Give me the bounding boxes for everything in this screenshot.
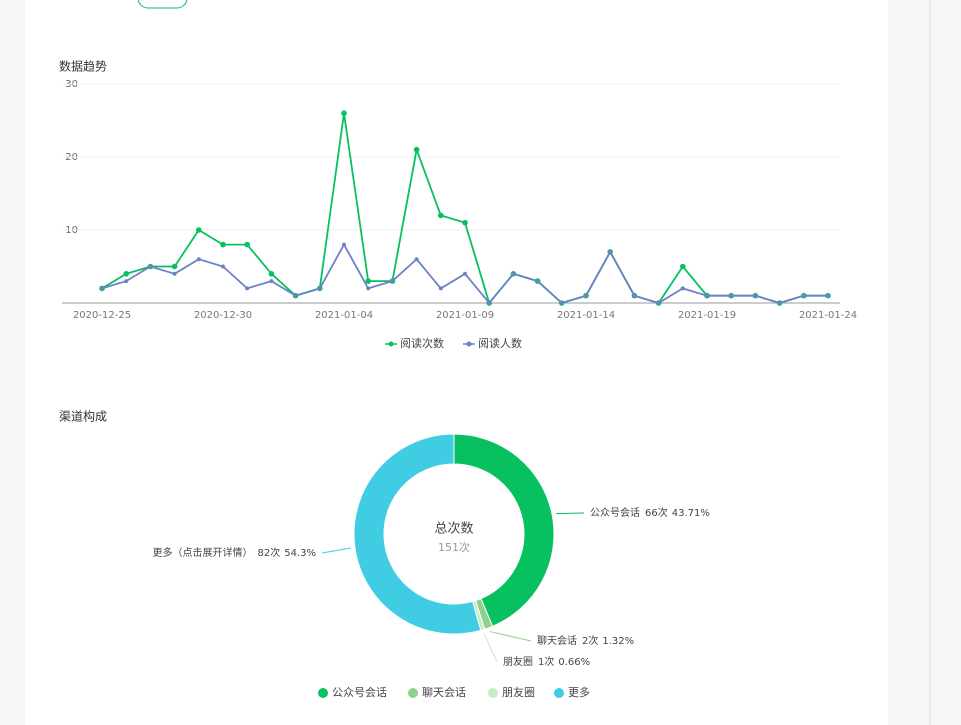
point <box>123 271 129 277</box>
slice-name: 朋友圈 <box>503 655 533 668</box>
point <box>705 293 709 298</box>
x-tick-label: 2020-12-25 <box>73 310 131 321</box>
legend-dot <box>488 688 498 698</box>
point <box>413 146 420 153</box>
slice-percent: 43.71% <box>672 508 710 519</box>
x-tick-label: 2021-01-24 <box>799 310 857 321</box>
point <box>414 257 419 262</box>
point <box>777 301 782 305</box>
point <box>171 263 178 270</box>
point <box>801 293 806 298</box>
point <box>680 286 685 291</box>
legend-label: 阅读人数 <box>478 336 522 350</box>
leader-line <box>321 547 352 554</box>
slice-name: 公众号会话 <box>590 506 640 519</box>
point <box>196 257 201 262</box>
leader-line <box>483 633 498 663</box>
slice-label: 聊天会话 2次 1.32% <box>537 634 634 647</box>
point <box>584 293 588 298</box>
point <box>438 286 443 291</box>
point <box>632 293 637 298</box>
point <box>438 212 444 219</box>
legend-dot <box>408 688 418 698</box>
slice-value: 1次 <box>538 655 554 668</box>
center-title: 总次数 <box>434 521 473 537</box>
chart-title: 渠道构成 <box>59 409 107 424</box>
center-value: 151次 <box>438 540 470 554</box>
point <box>245 286 250 291</box>
slice-name: 更多（点击展开详情） <box>152 546 252 559</box>
point <box>221 264 225 269</box>
point <box>244 241 250 248</box>
slice-value: 66次 <box>645 506 668 519</box>
slice <box>353 433 482 635</box>
legend-label: 公众号会话 <box>332 686 387 699</box>
chart-title: 数据趋势 <box>59 59 107 74</box>
point <box>487 301 492 305</box>
x-tick-label: 2021-01-19 <box>678 310 736 321</box>
slice-percent: 54.3% <box>284 548 316 559</box>
x-tick-label: 2021-01-14 <box>557 310 615 321</box>
point <box>172 271 177 276</box>
point <box>293 293 298 298</box>
point <box>511 271 516 276</box>
point <box>559 301 564 305</box>
point <box>729 293 734 298</box>
legend-dot <box>554 688 564 698</box>
point <box>535 279 540 284</box>
legend-label: 更多 <box>568 685 590 699</box>
point <box>148 264 153 269</box>
point <box>196 227 202 233</box>
slice <box>453 433 555 627</box>
active-tab[interactable] <box>137 0 188 9</box>
slice-value: 82次 <box>257 546 280 559</box>
point <box>269 279 274 284</box>
point <box>463 271 467 276</box>
point <box>753 293 758 298</box>
point <box>656 301 661 305</box>
legend-label: 聊天会话 <box>422 685 466 699</box>
legend-dot <box>388 341 394 347</box>
point <box>365 278 372 284</box>
x-tick-label: 2021-01-09 <box>436 310 494 321</box>
leader-line <box>489 631 532 642</box>
legend-label: 阅读次数 <box>400 336 444 350</box>
x-tick-label: 2021-01-04 <box>315 310 373 321</box>
point <box>317 286 322 291</box>
legend-label: 朋友圈 <box>502 685 535 699</box>
point <box>680 263 686 270</box>
point <box>341 110 347 116</box>
point <box>390 279 395 284</box>
x-tick-label: 2020-12-30 <box>194 310 252 321</box>
point <box>366 286 371 291</box>
slice-label: 朋友圈 1次 0.66% <box>503 655 590 668</box>
point <box>100 286 104 291</box>
slice-name: 聊天会话 <box>537 634 577 647</box>
point <box>826 293 830 298</box>
slice-label: 更多（点击展开详情） 82次 54.3% <box>152 546 316 559</box>
slice-value: 2次 <box>582 634 598 647</box>
legend-dot <box>466 341 472 347</box>
legend-dot <box>318 688 328 698</box>
slice-label: 公众号会话 66次 43.71% <box>590 506 710 519</box>
point <box>220 241 226 248</box>
leader-line <box>555 512 585 515</box>
point <box>342 242 346 247</box>
slice-percent: 1.32% <box>602 636 634 647</box>
slice-percent: 0.66% <box>558 657 590 668</box>
point <box>124 279 129 284</box>
point <box>608 249 613 254</box>
point <box>462 219 468 226</box>
point <box>268 271 275 277</box>
